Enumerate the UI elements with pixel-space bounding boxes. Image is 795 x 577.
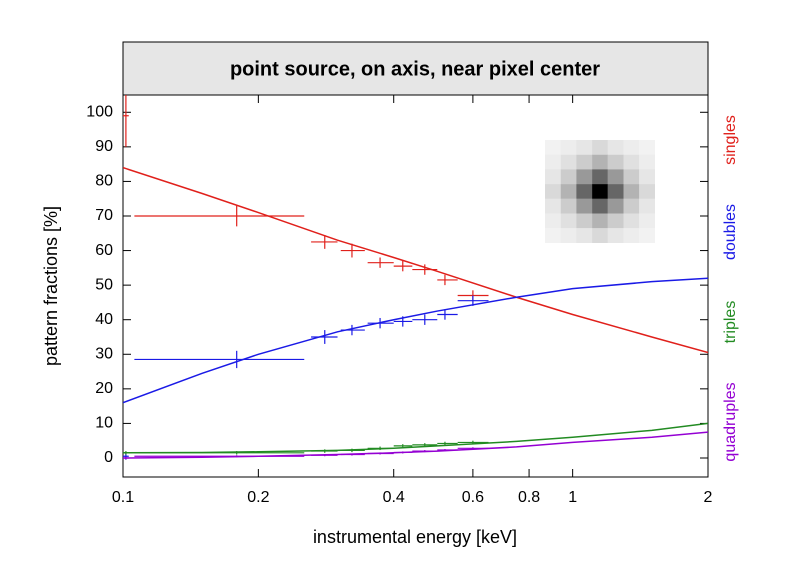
psf-pixel xyxy=(592,213,608,229)
legend-label: singles xyxy=(722,115,739,165)
psf-pixel xyxy=(623,184,640,199)
psf-pixel xyxy=(592,228,608,243)
legend-label: triples xyxy=(722,301,739,344)
psf-pixel xyxy=(576,154,593,170)
psf-pixel xyxy=(545,140,561,155)
y-tick-label: 100 xyxy=(86,104,113,121)
psf-pixel xyxy=(607,184,624,199)
psf-pixel xyxy=(623,140,640,155)
psf-pixel xyxy=(592,154,608,170)
psf-pixel xyxy=(576,184,593,199)
psf-pixel xyxy=(607,140,624,155)
x-tick-label: 0.2 xyxy=(247,489,269,506)
psf-pixel xyxy=(576,213,593,229)
y-tick-label: 40 xyxy=(95,311,113,328)
psf-pixel xyxy=(592,198,608,214)
y-tick-label: 10 xyxy=(95,415,113,432)
psf-pixel xyxy=(545,228,561,243)
psf-pixel xyxy=(592,169,608,185)
psf-pixel xyxy=(639,169,655,185)
legend-label: doubles xyxy=(722,204,739,260)
y-axis-label: pattern fractions [%] xyxy=(41,206,61,366)
psf-pixel xyxy=(560,228,577,243)
psf-pixel xyxy=(576,169,593,185)
y-tick-label: 80 xyxy=(95,173,113,190)
psf-pixel xyxy=(639,184,655,199)
psf-pixel xyxy=(623,198,640,214)
psf-pixel xyxy=(607,169,624,185)
plot-area xyxy=(123,95,708,460)
psf-pixel xyxy=(623,169,640,185)
model-curve xyxy=(123,277,708,404)
y-tick-label: 0 xyxy=(104,449,113,466)
psf-pixel xyxy=(592,140,608,155)
y-tick-label: 30 xyxy=(95,345,113,362)
x-axis-label: instrumental energy [keV] xyxy=(313,527,517,547)
psf-pixel xyxy=(623,154,640,170)
psf-pixel xyxy=(576,228,593,243)
psf-pixel xyxy=(560,184,577,199)
psf-pixel xyxy=(623,228,640,243)
psf-pixel xyxy=(623,213,640,229)
psf-pixel xyxy=(639,154,655,170)
psf-pixel xyxy=(560,140,577,155)
psf-pixel xyxy=(560,213,577,229)
y-tick-label: 90 xyxy=(95,138,113,155)
model-curve xyxy=(123,422,708,454)
title-box xyxy=(122,41,709,96)
chart-title: point source, on axis, near pixel center xyxy=(230,58,600,80)
y-tick-label: 50 xyxy=(95,276,113,293)
x-tick-label: 2 xyxy=(704,489,713,506)
model-curve xyxy=(123,166,708,354)
y-tick-label: 20 xyxy=(95,380,113,397)
psf-pixel xyxy=(607,198,624,214)
psf-pixel xyxy=(639,228,655,243)
psf-pixel xyxy=(545,213,561,229)
psf-pixel xyxy=(607,228,624,243)
plot-frame xyxy=(122,94,709,478)
x-tick-label: 0.1 xyxy=(112,489,134,506)
psf-pixel xyxy=(639,213,655,229)
psf-pixel xyxy=(607,213,624,229)
x-tick-label: 1 xyxy=(568,489,577,506)
psf-pixel xyxy=(545,198,561,214)
psf-pixel xyxy=(576,140,593,155)
psf-pixel xyxy=(560,198,577,214)
psf-pixel xyxy=(576,198,593,214)
psf-pixel xyxy=(545,154,561,170)
legend-label: quadruples xyxy=(722,382,739,461)
psf-pixel xyxy=(560,154,577,170)
psf-pixel xyxy=(607,154,624,170)
y-tick-label: 70 xyxy=(95,207,113,224)
y-tick-label: 60 xyxy=(95,242,113,259)
psf-pixel xyxy=(545,184,561,199)
psf-pixel xyxy=(639,140,655,155)
x-tick-label: 0.8 xyxy=(518,489,540,506)
x-tick-label: 0.6 xyxy=(462,489,484,506)
x-tick-label: 0.4 xyxy=(383,489,405,506)
psf-pixel xyxy=(592,184,608,199)
psf-inset xyxy=(545,140,655,243)
psf-pixel xyxy=(639,198,655,214)
psf-pixel xyxy=(545,169,561,185)
psf-pixel xyxy=(560,169,577,185)
